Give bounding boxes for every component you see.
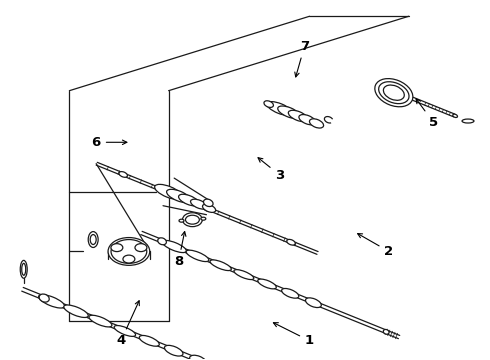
Ellipse shape: [282, 288, 299, 298]
Ellipse shape: [210, 260, 231, 271]
Ellipse shape: [111, 239, 147, 264]
Ellipse shape: [190, 355, 207, 360]
Ellipse shape: [191, 199, 207, 209]
Ellipse shape: [278, 106, 300, 118]
Text: 5: 5: [416, 99, 438, 129]
Text: 7: 7: [295, 40, 309, 77]
Ellipse shape: [383, 85, 404, 100]
Text: 2: 2: [358, 234, 393, 258]
Ellipse shape: [305, 298, 321, 307]
Ellipse shape: [264, 101, 273, 107]
Ellipse shape: [310, 119, 323, 128]
Ellipse shape: [267, 102, 293, 116]
Text: 6: 6: [92, 136, 127, 149]
Ellipse shape: [135, 244, 147, 252]
Ellipse shape: [22, 264, 25, 275]
Ellipse shape: [178, 194, 199, 206]
Ellipse shape: [139, 336, 159, 346]
Ellipse shape: [182, 213, 202, 227]
Ellipse shape: [203, 199, 213, 207]
Ellipse shape: [155, 184, 183, 199]
Ellipse shape: [119, 172, 127, 177]
Ellipse shape: [203, 206, 211, 211]
Ellipse shape: [179, 219, 184, 222]
Ellipse shape: [453, 114, 458, 117]
Ellipse shape: [379, 82, 409, 104]
Ellipse shape: [64, 305, 88, 318]
Text: 4: 4: [116, 301, 139, 347]
Ellipse shape: [202, 204, 216, 212]
Ellipse shape: [234, 270, 254, 280]
Ellipse shape: [158, 238, 167, 245]
Ellipse shape: [375, 78, 413, 107]
Text: 3: 3: [258, 158, 284, 181]
Ellipse shape: [88, 231, 98, 247]
Ellipse shape: [186, 250, 209, 262]
Ellipse shape: [162, 240, 186, 253]
Ellipse shape: [185, 215, 199, 224]
Ellipse shape: [90, 235, 96, 244]
Ellipse shape: [299, 114, 316, 125]
Text: 8: 8: [174, 231, 186, 268]
Ellipse shape: [288, 110, 308, 122]
Text: 1: 1: [273, 323, 314, 347]
Ellipse shape: [111, 244, 123, 252]
Ellipse shape: [383, 329, 389, 334]
Ellipse shape: [201, 217, 206, 220]
Ellipse shape: [258, 279, 276, 289]
Ellipse shape: [167, 189, 191, 203]
Ellipse shape: [114, 325, 136, 336]
Ellipse shape: [123, 255, 135, 263]
Ellipse shape: [287, 239, 295, 245]
Ellipse shape: [89, 315, 112, 327]
Ellipse shape: [20, 260, 27, 278]
Ellipse shape: [39, 295, 65, 308]
Ellipse shape: [165, 345, 183, 356]
Ellipse shape: [39, 294, 49, 302]
Ellipse shape: [108, 238, 150, 265]
Ellipse shape: [462, 119, 474, 123]
